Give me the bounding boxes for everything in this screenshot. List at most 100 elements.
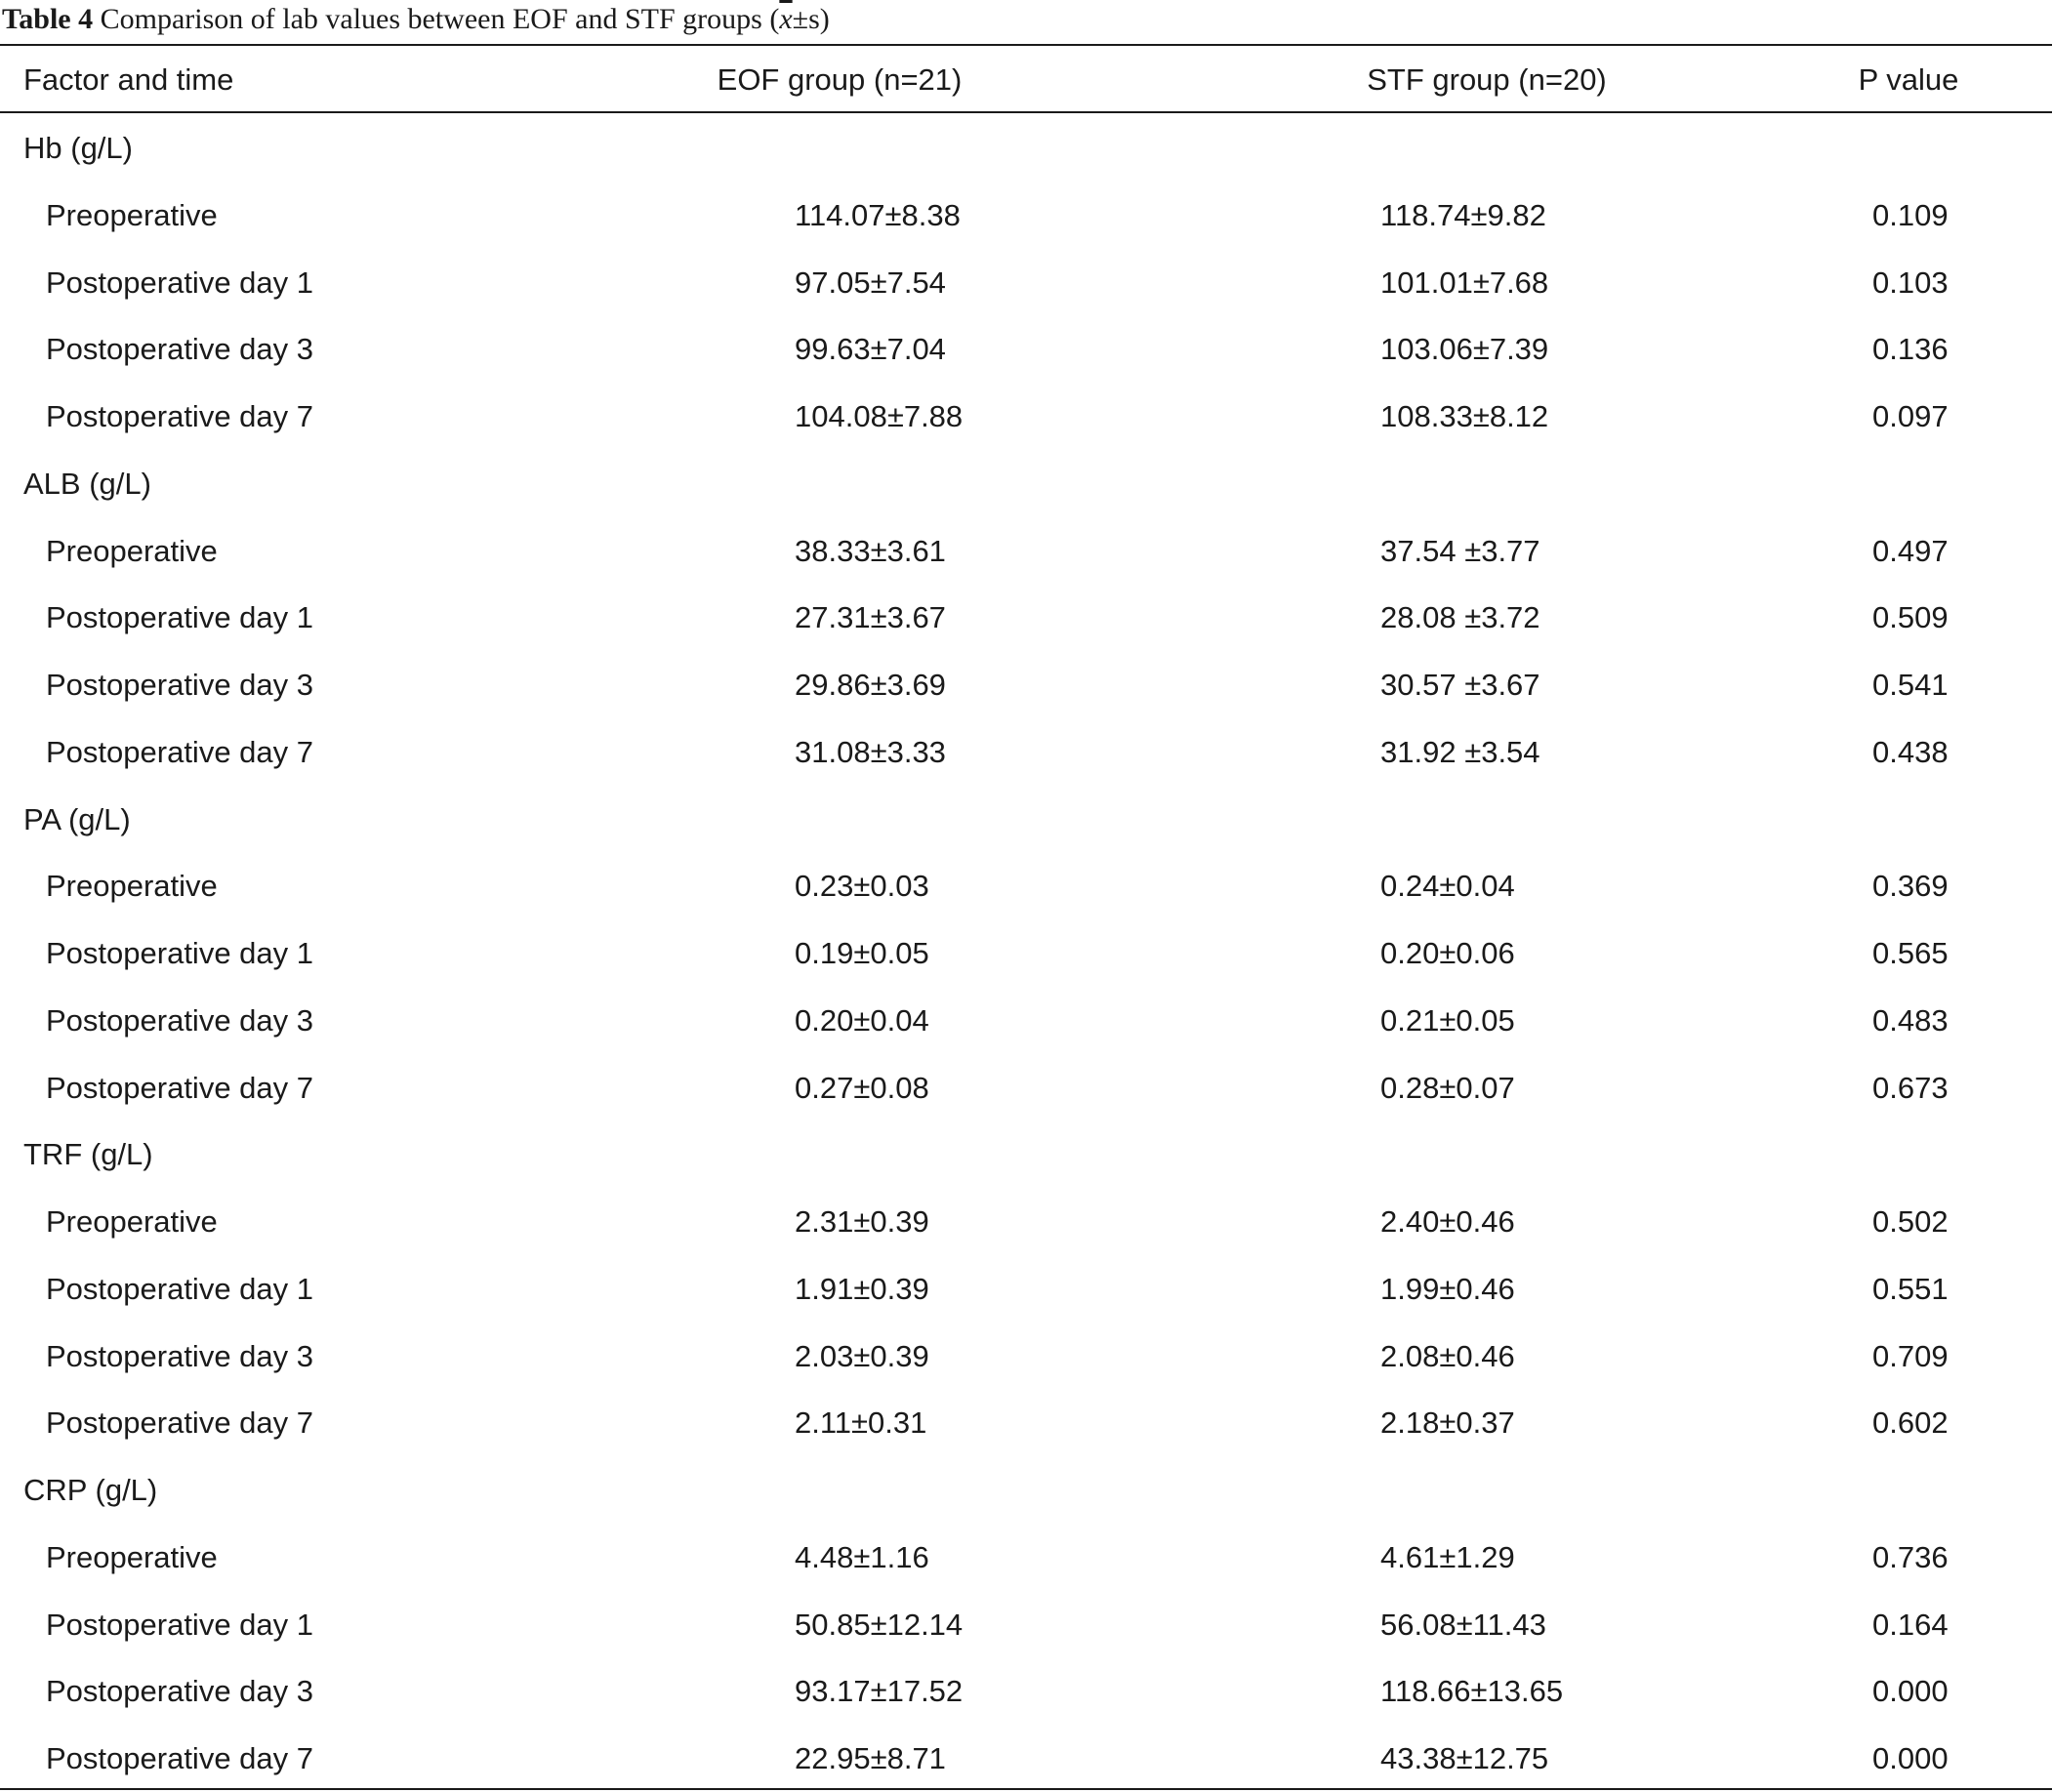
stf-value-cell: 2.08±0.46 bbox=[1380, 1338, 1515, 1373]
group-row: TRF (g/L) bbox=[0, 1120, 2052, 1188]
time-point-cell: Postoperative day 1 bbox=[46, 936, 314, 970]
table-row: Postoperative day 3 29.86±3.69 30.57 ±3.67… bbox=[0, 651, 2052, 718]
p-value-cell: 0.497 bbox=[1872, 533, 1949, 568]
stf-value-cell: 31.92 ±3.54 bbox=[1380, 734, 1540, 769]
group-label: Hb (g/L) bbox=[23, 131, 133, 165]
p-value-cell: 0.438 bbox=[1872, 734, 1949, 769]
time-point-cell: Postoperative day 1 bbox=[46, 265, 314, 300]
header-p-value: P value bbox=[1858, 62, 1959, 97]
time-point-cell: Postoperative day 7 bbox=[46, 1741, 314, 1775]
header-row: Factor and time EOF group (n=21) STF gro… bbox=[0, 46, 2052, 113]
stf-value-cell: 2.18±0.37 bbox=[1380, 1405, 1515, 1441]
stf-value-cell: 108.33±8.12 bbox=[1380, 399, 1549, 433]
table-row: Postoperative day 1 1.91±0.39 1.99±0.46 0.5… bbox=[0, 1255, 2052, 1323]
stf-value-cell: 30.57 ±3.67 bbox=[1380, 668, 1540, 702]
group-row: ALB (g/L) bbox=[0, 450, 2052, 517]
header-stf-group: STF group (n=20) bbox=[1367, 62, 1607, 97]
p-value-cell: 0.673 bbox=[1872, 1070, 1949, 1105]
eof-value-cell: 50.85±12.14 bbox=[795, 1607, 964, 1642]
time-point-cell: Postoperative day 3 bbox=[46, 332, 314, 367]
table-row: Postoperative day 3 99.63±7.04 103.06±7.39… bbox=[0, 315, 2052, 383]
table-caption: Table 4 Comparison of lab values between… bbox=[2, 0, 830, 39]
group-row: CRP (g/L) bbox=[0, 1456, 2052, 1524]
eof-value-cell: 0.23±0.03 bbox=[795, 869, 929, 904]
table-row: Postoperative day 7 31.08±3.33 31.92 ±3.54… bbox=[0, 718, 2052, 786]
group-label: ALB (g/L) bbox=[23, 466, 151, 501]
p-value-cell: 0.109 bbox=[1872, 197, 1949, 232]
table-row: Postoperative day 3 0.20±0.04 0.21±0.05 0.4… bbox=[0, 987, 2052, 1054]
time-point-cell: Postoperative day 7 bbox=[46, 399, 314, 433]
eof-value-cell: 38.33±3.61 bbox=[795, 533, 946, 568]
time-point-cell: Postoperative day 7 bbox=[46, 1405, 314, 1441]
eof-value-cell: 93.17±17.52 bbox=[795, 1674, 964, 1709]
time-point-cell: Postoperative day 3 bbox=[46, 1338, 314, 1373]
time-point-cell: Postoperative day 1 bbox=[46, 1271, 314, 1306]
table-row: Preoperative 0.23±0.03 0.24±0.04 0.369 bbox=[0, 852, 2052, 919]
table-title: Comparison of lab values between EOF and… bbox=[100, 3, 780, 35]
eof-value-cell: 22.95±8.71 bbox=[795, 1741, 946, 1775]
stf-value-cell: 0.24±0.04 bbox=[1380, 869, 1515, 904]
eof-value-cell: 114.07±8.38 bbox=[795, 197, 961, 232]
header-factor-and-time: Factor and time bbox=[23, 62, 234, 97]
eof-value-cell: 4.48±1.16 bbox=[795, 1539, 929, 1574]
p-value-cell: 0.502 bbox=[1872, 1204, 1949, 1239]
time-point-cell: Postoperative day 3 bbox=[46, 1674, 314, 1709]
eof-value-cell: 0.27±0.08 bbox=[795, 1070, 929, 1105]
eof-value-cell: 1.91±0.39 bbox=[795, 1271, 929, 1306]
stf-value-cell: 56.08±11.43 bbox=[1380, 1607, 1546, 1642]
table-row: Postoperative day 3 2.03±0.39 2.08±0.46 0.7… bbox=[0, 1323, 2052, 1390]
table-row: Preoperative 114.07±8.38 118.74±9.82 0.109 bbox=[0, 182, 2052, 249]
stf-value-cell: 118.66±13.65 bbox=[1380, 1674, 1564, 1709]
eof-value-cell: 2.03±0.39 bbox=[795, 1338, 929, 1373]
time-point-cell: Postoperative day 1 bbox=[46, 1607, 314, 1642]
eof-value-cell: 97.05±7.54 bbox=[795, 265, 946, 300]
p-value-cell: 0.369 bbox=[1872, 869, 1949, 904]
p-value-cell: 0.709 bbox=[1872, 1338, 1949, 1373]
table-label: Table 4 bbox=[2, 3, 94, 35]
eof-value-cell: 0.20±0.04 bbox=[795, 1002, 929, 1038]
p-value-cell: 0.136 bbox=[1872, 332, 1949, 367]
header-eof-group: EOF group (n=21) bbox=[717, 62, 963, 97]
p-value-cell: 0.736 bbox=[1872, 1539, 1949, 1574]
eof-value-cell: 27.31±3.67 bbox=[795, 600, 946, 635]
stf-value-cell: 0.21±0.05 bbox=[1380, 1002, 1515, 1038]
p-value-cell: 0.000 bbox=[1872, 1741, 1949, 1775]
p-value-cell: 0.097 bbox=[1872, 399, 1949, 433]
table-top-rule bbox=[0, 44, 2052, 46]
time-point-cell: Preoperative bbox=[46, 869, 218, 904]
p-value-cell: 0.164 bbox=[1872, 1607, 1949, 1642]
eof-value-cell: 99.63±7.04 bbox=[795, 332, 946, 367]
group-row: Hb (g/L) bbox=[0, 114, 2052, 182]
p-value-cell: 0.551 bbox=[1872, 1271, 1949, 1306]
table-row: Preoperative 4.48±1.16 4.61±1.29 0.736 bbox=[0, 1524, 2052, 1591]
group-label: PA (g/L) bbox=[23, 801, 131, 836]
eof-value-cell: 2.11±0.31 bbox=[795, 1405, 927, 1441]
eof-value-cell: 104.08±7.88 bbox=[795, 399, 964, 433]
stf-value-cell: 4.61±1.29 bbox=[1380, 1539, 1515, 1574]
table-row: Postoperative day 1 27.31±3.67 28.08 ±3.72… bbox=[0, 584, 2052, 651]
table-row: Postoperative day 1 97.05±7.54 101.01±7.68… bbox=[0, 249, 2052, 316]
eof-value-cell: 29.86±3.69 bbox=[795, 668, 946, 702]
time-point-cell: Postoperative day 1 bbox=[46, 600, 314, 635]
table-row: Postoperative day 1 0.19±0.05 0.20±0.06 0.5… bbox=[0, 919, 2052, 987]
stf-value-cell: 101.01±7.68 bbox=[1380, 265, 1549, 300]
table-row: Postoperative day 3 93.17±17.52 118.66±13.… bbox=[0, 1657, 2052, 1725]
time-point-cell: Preoperative bbox=[46, 533, 218, 568]
stf-value-cell: 0.28±0.07 bbox=[1380, 1070, 1515, 1105]
p-value-cell: 0.483 bbox=[1872, 1002, 1949, 1038]
p-value-cell: 0.000 bbox=[1872, 1674, 1949, 1709]
group-label: TRF (g/L) bbox=[23, 1137, 153, 1172]
p-value-cell: 0.541 bbox=[1872, 668, 1949, 702]
stf-value-cell: 43.38±12.75 bbox=[1380, 1741, 1549, 1775]
stf-value-cell: 1.99±0.46 bbox=[1380, 1271, 1515, 1306]
time-point-cell: Postoperative day 7 bbox=[46, 734, 314, 769]
table-row: Postoperative day 7 22.95±8.71 43.38±12.75… bbox=[0, 1725, 2052, 1792]
stf-value-cell: 2.40±0.46 bbox=[1380, 1204, 1515, 1239]
sd-symbol: ±s) bbox=[792, 3, 830, 35]
stf-value-cell: 28.08 ±3.72 bbox=[1380, 600, 1540, 635]
eof-value-cell: 0.19±0.05 bbox=[795, 936, 929, 970]
table-row: Postoperative day 1 50.85±12.14 56.08±11.4… bbox=[0, 1591, 2052, 1658]
p-value-cell: 0.565 bbox=[1872, 936, 1949, 970]
p-value-cell: 0.602 bbox=[1872, 1405, 1949, 1441]
stf-value-cell: 103.06±7.39 bbox=[1380, 332, 1549, 367]
